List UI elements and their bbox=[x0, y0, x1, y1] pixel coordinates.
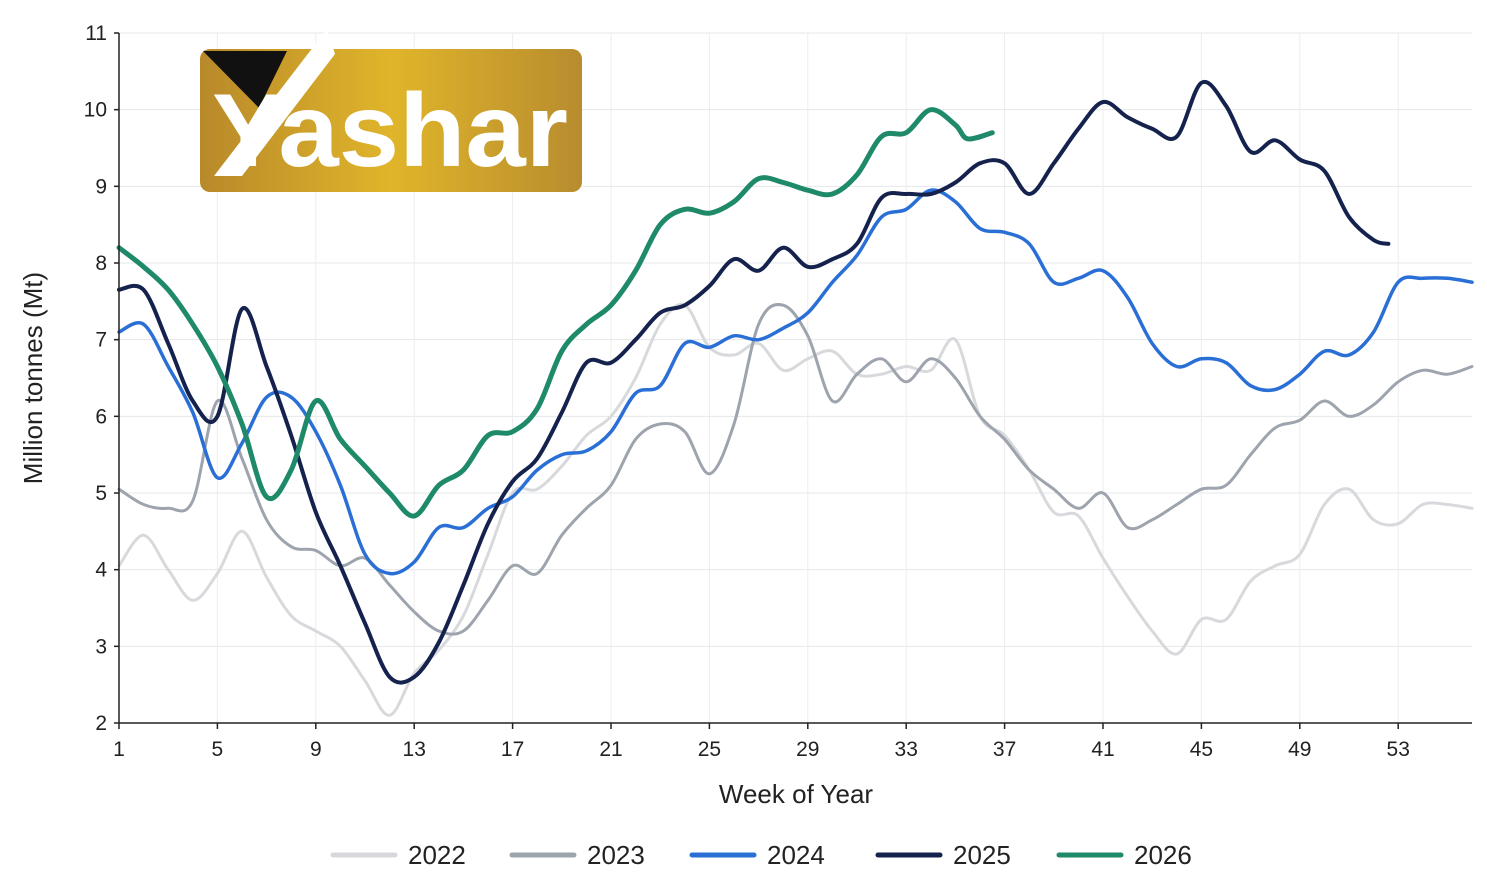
y-ticks: 2 3 4 5 6 7 8 9 10 11 bbox=[84, 22, 119, 735]
legend-label: 2025 bbox=[953, 840, 1011, 870]
x-tick-label: 25 bbox=[698, 738, 721, 761]
series-line-2025 bbox=[117, 79, 1391, 685]
x-tick-label: 49 bbox=[1288, 738, 1311, 761]
y-tick-label: 6 bbox=[95, 405, 107, 428]
x-tick-label: 29 bbox=[796, 738, 819, 761]
legend-label: 2023 bbox=[587, 840, 645, 870]
y-axis-title: Million tonnes (Mt) bbox=[18, 272, 48, 484]
y-tick-label: 7 bbox=[95, 329, 107, 352]
legend-item-2023: 2023 bbox=[509, 840, 645, 870]
x-tick-label: 41 bbox=[1091, 738, 1114, 761]
y-tick-label: 9 bbox=[95, 175, 107, 198]
series-line-2024 bbox=[117, 188, 1474, 576]
x-tick-label: 1 bbox=[113, 738, 125, 761]
axes bbox=[118, 33, 1472, 724]
series-layer bbox=[116, 79, 1474, 717]
logo-text: Yashar bbox=[212, 73, 568, 189]
y-tick-label: 3 bbox=[95, 635, 107, 658]
y-tick-label: 4 bbox=[95, 559, 107, 582]
x-tick-label: 5 bbox=[212, 738, 224, 761]
y-tick-label: 8 bbox=[95, 252, 107, 275]
legend-item-2024: 2024 bbox=[689, 840, 825, 870]
legend-item-2026: 2026 bbox=[1056, 840, 1192, 870]
yashar-logo: Yashar bbox=[200, 29, 582, 192]
x-tick-label: 17 bbox=[501, 738, 524, 761]
legend-label: 2024 bbox=[767, 840, 825, 870]
y-tick-label: 2 bbox=[95, 712, 107, 735]
legend-item-2025: 2025 bbox=[875, 840, 1011, 870]
legend-label: 2022 bbox=[408, 840, 466, 870]
x-tick-label: 13 bbox=[403, 738, 426, 761]
logo-white-slash-icon bbox=[214, 29, 335, 176]
x-tick-label: 45 bbox=[1190, 738, 1213, 761]
y-tick-label: 10 bbox=[84, 99, 107, 122]
x-tick-label: 53 bbox=[1387, 738, 1410, 761]
legend-item-2022: 2022 bbox=[330, 840, 466, 870]
series-line-2023 bbox=[117, 303, 1474, 636]
legend: 2022 2023 2024 2025 2026 bbox=[330, 840, 1192, 870]
x-axis-title: Week of Year bbox=[719, 779, 874, 809]
x-tick-label: 21 bbox=[599, 738, 622, 761]
x-ticks: 1 5 9 13 17 21 25 29 33 37 41 45 49 53 bbox=[113, 723, 1410, 761]
legend-label: 2026 bbox=[1134, 840, 1192, 870]
x-tick-label: 33 bbox=[895, 738, 918, 761]
series-line-2026 bbox=[116, 107, 995, 519]
x-tick-label: 37 bbox=[993, 738, 1016, 761]
y-tick-label: 11 bbox=[85, 22, 107, 45]
y-tick-label: 5 bbox=[95, 482, 107, 505]
x-tick-label: 9 bbox=[310, 738, 322, 761]
logo-black-triangle-icon bbox=[203, 51, 287, 108]
series-line-2022 bbox=[117, 302, 1474, 717]
